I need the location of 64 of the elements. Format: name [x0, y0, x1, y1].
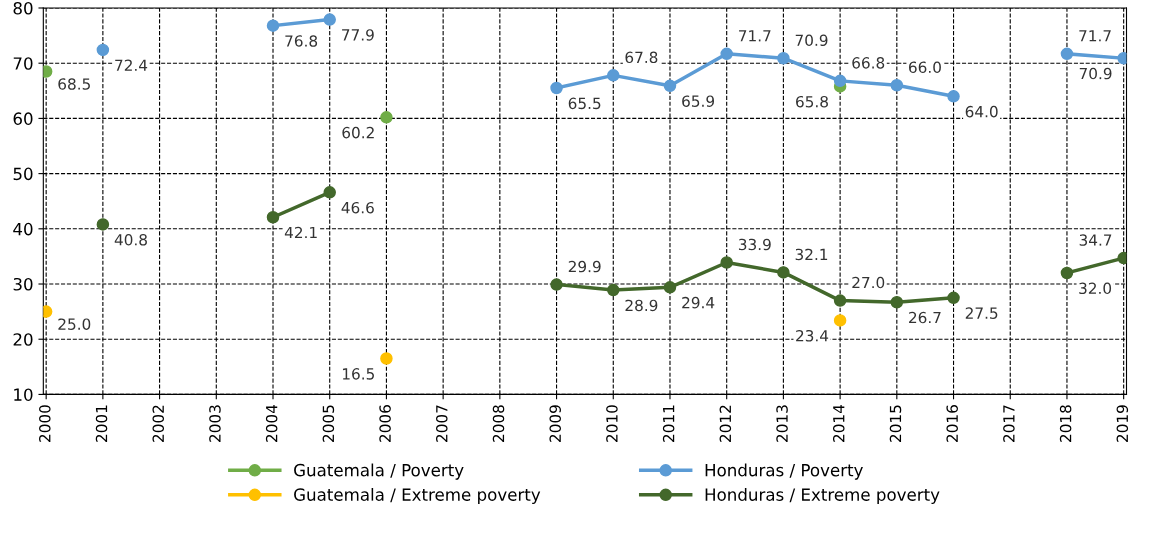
data-label: 71.7: [1079, 30, 1111, 42]
data-label: 64.0: [965, 105, 998, 118]
x-tick-label: 2000: [39, 405, 51, 442]
x-tick-label: 2008: [492, 405, 505, 442]
data-label: 16.5: [342, 368, 374, 380]
y-tick-label: 70: [13, 57, 33, 70]
x-tick-label: 2013: [776, 405, 788, 442]
x-tick-label: 2015: [889, 405, 902, 442]
data-label: 32.0: [1079, 282, 1112, 295]
data-label: 72.4: [115, 59, 148, 71]
y-tick-label: 30: [13, 277, 33, 291]
x-tick-label: 2019: [1116, 405, 1129, 442]
data-label: 25.0: [58, 318, 91, 330]
data-label: 27.0: [852, 276, 885, 289]
data-label: 71.7: [739, 30, 771, 42]
data-label: 67.8: [625, 51, 658, 64]
data-label: 29.9: [568, 260, 601, 273]
x-tick-label: 2012: [719, 405, 732, 442]
data-label: 60.2: [342, 126, 374, 139]
x-tick-label: 2001: [95, 405, 108, 442]
data-label: 65.8: [796, 95, 828, 108]
x-tick-label: 2010: [606, 405, 618, 442]
y-tick-label: 40: [13, 222, 33, 236]
x-tick-label: 2017: [1003, 405, 1015, 442]
data-label: 23.4: [796, 329, 829, 342]
y-tick-label: 10: [14, 388, 33, 401]
legend-label: Guatemala / Extreme poverty: [294, 487, 541, 505]
data-label: 66.8: [852, 57, 885, 69]
x-tick-label: 2006: [379, 405, 391, 442]
data-label: 28.9: [625, 299, 658, 312]
legend-label: Honduras / Extreme poverty: [705, 487, 940, 505]
data-label: 46.6: [341, 201, 374, 214]
data-label: 66.0: [909, 61, 941, 74]
data-label: 42.1: [284, 226, 317, 239]
data-label: 27.5: [965, 307, 998, 319]
data-label: 77.9: [342, 29, 374, 41]
data-label: 70.9: [795, 34, 828, 46]
data-label: 32.1: [795, 248, 828, 261]
x-tick-label: 2005: [322, 405, 335, 442]
x-tick-label: 2014: [832, 405, 845, 442]
y-tick-label: 20: [13, 333, 33, 346]
data-label: 65.9: [682, 95, 715, 107]
data-label: 26.7: [909, 311, 941, 324]
x-tick-label: 2004: [265, 405, 278, 442]
data-label: 40.8: [114, 233, 147, 246]
x-tick-label: 2007: [436, 405, 448, 442]
x-tick-label: 2009: [549, 405, 561, 442]
data-label: 76.8: [285, 35, 318, 47]
x-tick-label: 2018: [1059, 405, 1072, 442]
data-label: 70.9: [1079, 67, 1112, 80]
data-label: 65.5: [568, 97, 601, 110]
data-label: 33.9: [738, 238, 771, 251]
data-label: 29.4: [682, 296, 715, 309]
y-tick-label: 80: [13, 1, 33, 15]
x-tick-label: 2016: [946, 405, 958, 442]
x-tick-label: 2002: [152, 405, 165, 442]
legend-label: Honduras / Poverty: [705, 463, 863, 480]
y-tick-label: 50: [13, 167, 33, 181]
x-tick-label: 2011: [662, 405, 675, 442]
data-label: 34.7: [1079, 234, 1112, 246]
data-label: 68.5: [58, 78, 90, 90]
x-tick-label: 2003: [209, 405, 221, 442]
legend-label: Guatemala / Poverty: [294, 463, 464, 480]
y-tick-label: 60: [13, 112, 33, 125]
